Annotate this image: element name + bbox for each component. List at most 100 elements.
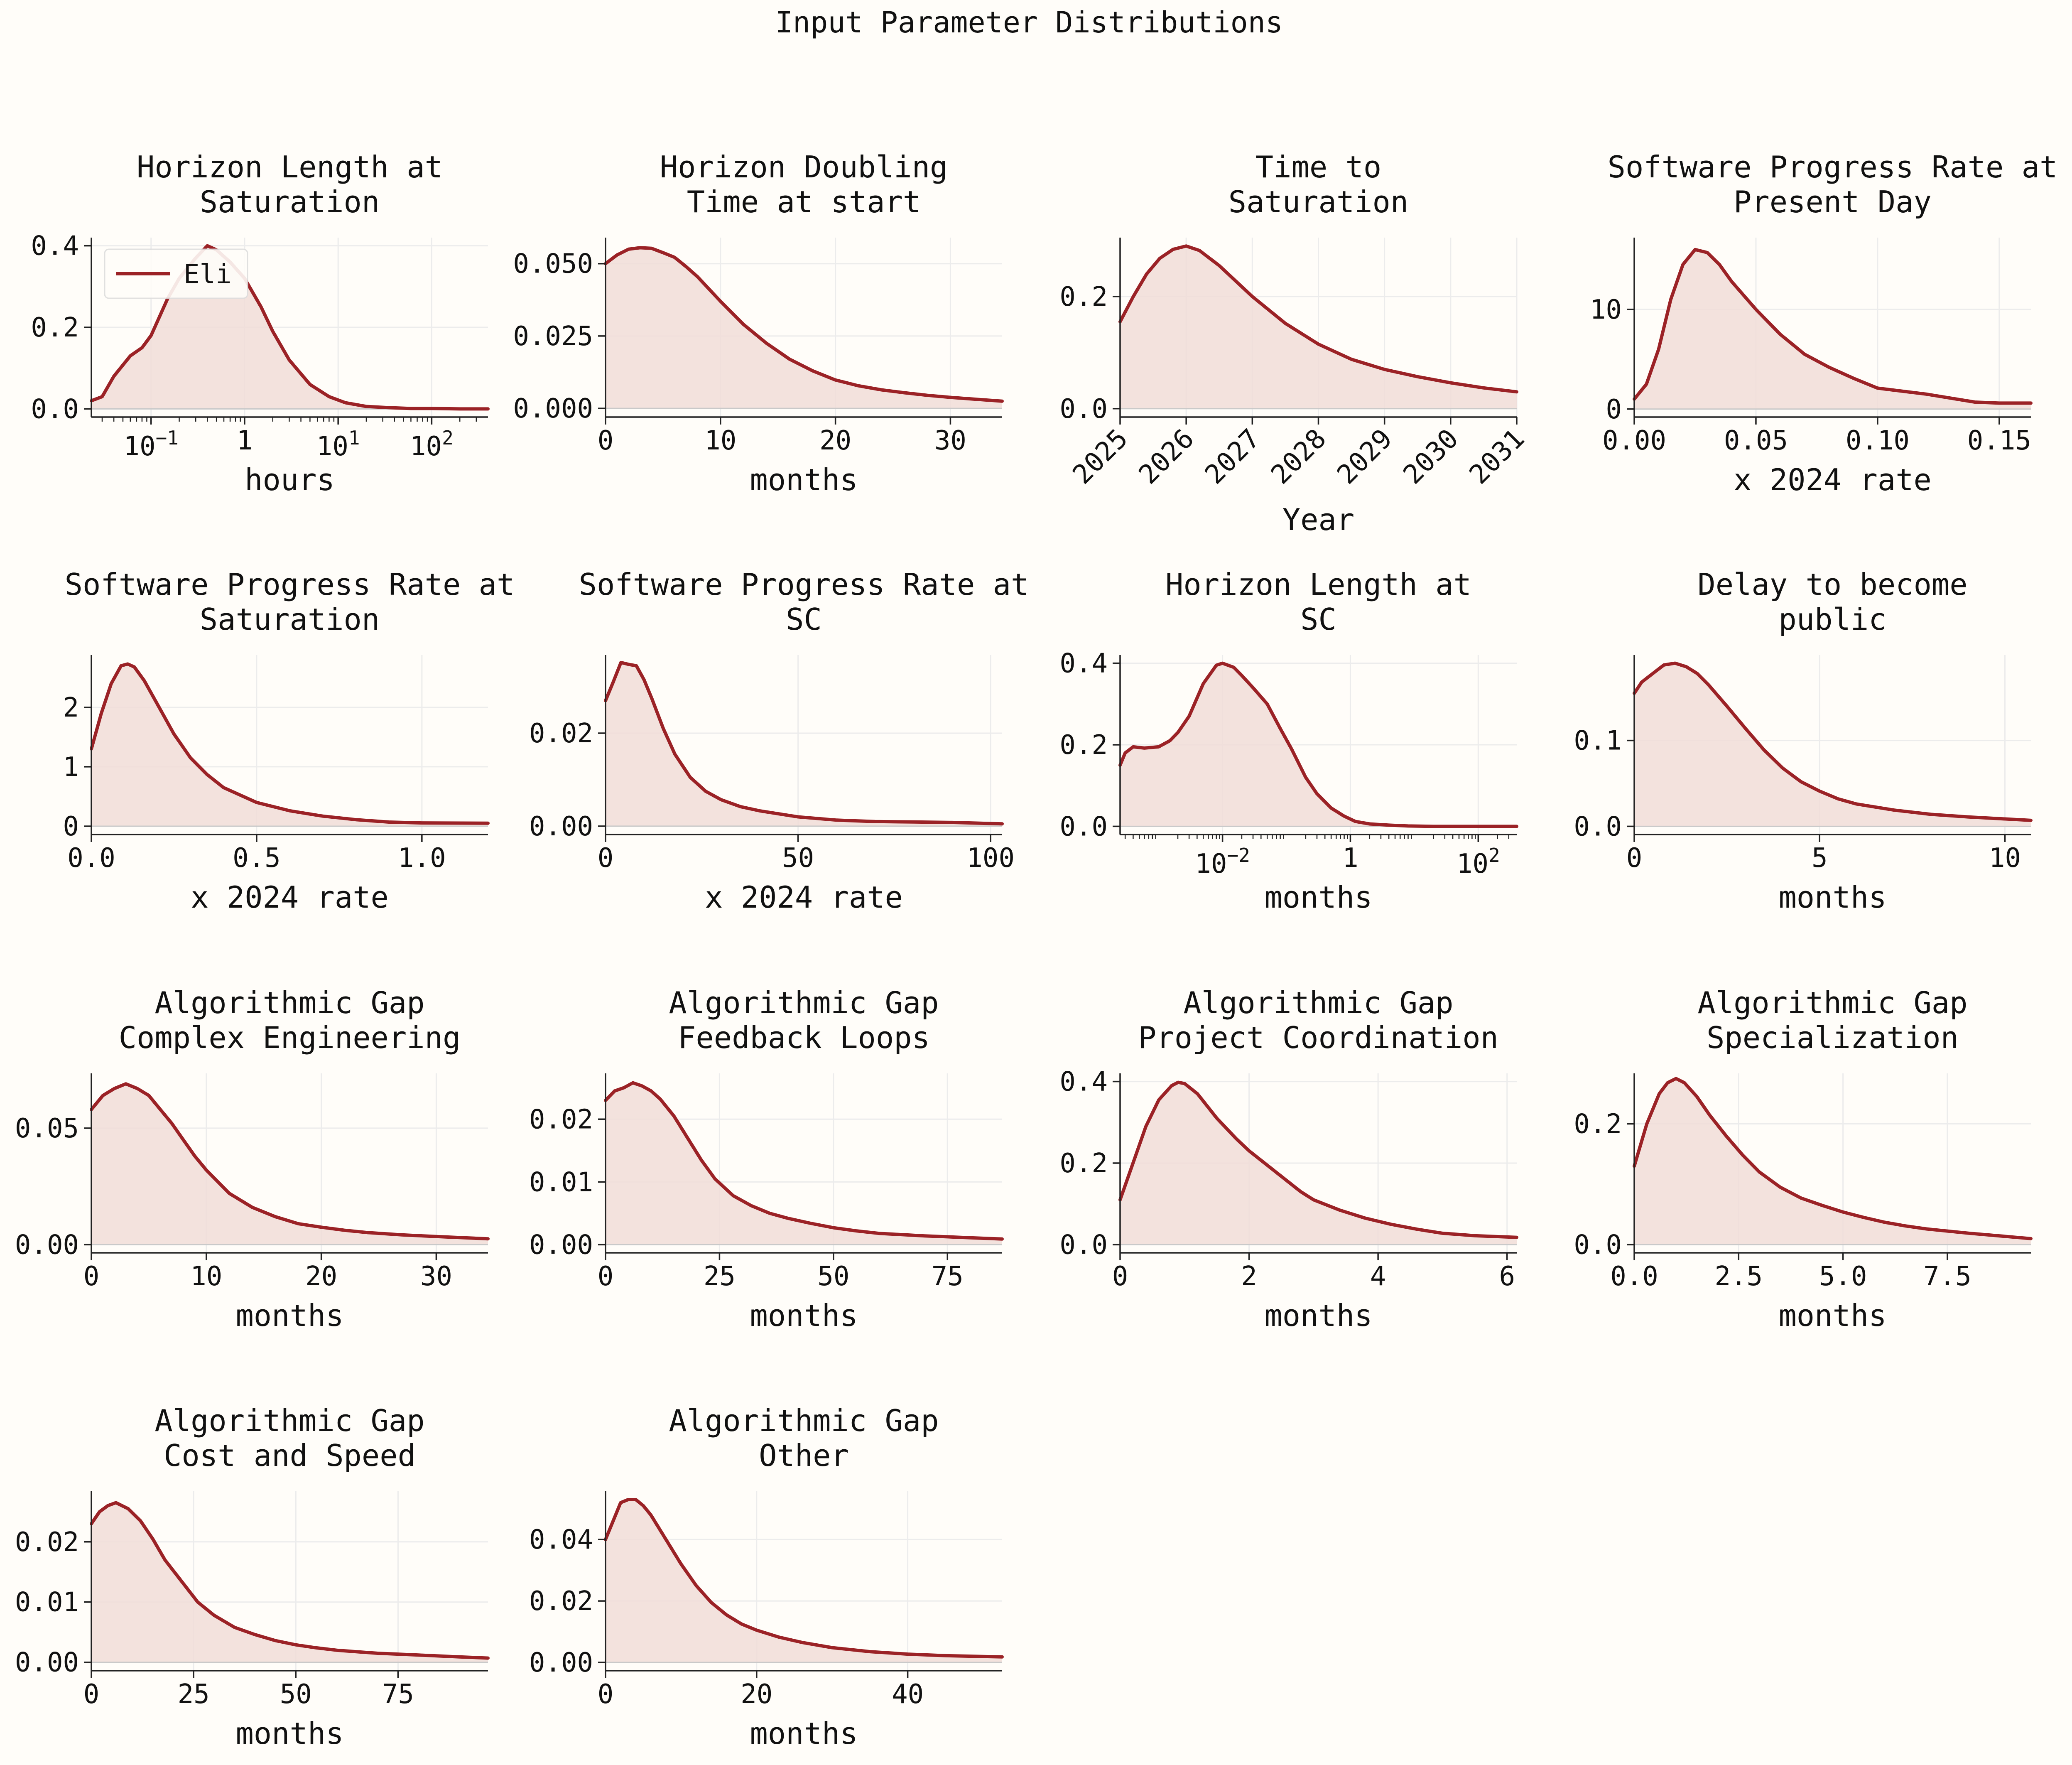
x-tick-label: 75 [932,1261,964,1292]
x-tick-label: 1 [237,425,253,456]
subplot-title: Horizon Length at [137,150,443,184]
figure-title: Input Parameter Distributions [775,5,1283,39]
x-tick-label: 0 [83,1679,100,1710]
y-tick-label: 0.02 [529,1104,593,1135]
x-axis-label: months [750,1298,858,1333]
subplot-title: Saturation [200,184,380,219]
x-axis-label: months [1778,1298,1886,1333]
x-tick-label: 10−1 [124,427,179,462]
legend-label: Eli [184,259,232,290]
y-tick-label: 0.2 [1059,1148,1108,1179]
y-tick-label: 0.4 [1059,648,1108,679]
y-tick-label: 0.1 [1574,726,1622,756]
x-tick-label: 0.00 [1602,425,1666,456]
x-axis-label: Year [1282,502,1354,537]
density-fill [91,664,488,826]
subplot-title: Algorithmic Gap [154,1403,424,1438]
subplot-title: Cost and Speed [164,1438,416,1473]
y-tick-label: 0.0 [1059,811,1108,842]
x-tick-label: 50 [280,1679,312,1710]
x-tick-label: 30 [934,425,966,456]
x-tick-label: 4 [1370,1261,1386,1292]
density-fill [1634,249,2031,409]
y-tick-label: 10 [1590,295,1622,325]
x-tick-label: 20 [819,425,851,456]
x-axis-label: months [750,462,858,497]
y-tick-label: 0.025 [513,321,593,352]
x-axis-label: x 2024 rate [191,880,389,915]
density-line-eli [1118,1080,1518,1239]
x-tick-label: 102 [410,427,454,462]
density-line-eli [1633,1077,2033,1240]
density-line-eli [604,1498,1004,1659]
x-tick-label: 40 [892,1679,924,1710]
y-tick-label: 0.2 [1059,282,1108,312]
x-tick-label: 10 [704,425,736,456]
density-fill [606,248,1002,409]
density-fill [1120,246,1517,409]
x-tick-label: 0 [1112,1261,1128,1292]
x-tick-label: 0.10 [1846,425,1910,456]
density-fill [91,1502,488,1662]
x-axis-label: x 2024 rate [705,880,903,915]
subplot-title: Complex Engineering [119,1020,461,1055]
x-tick-label: 0 [598,1261,614,1292]
x-axis-label: months [235,1716,343,1751]
subplot-title: Time to [1255,150,1381,184]
subplot-title: Saturation [1228,184,1408,219]
density-fill [91,1084,488,1245]
subplot-title: Feedback Loops [678,1020,930,1055]
density-line-eli [1118,661,1518,828]
y-tick-label: 0.050 [513,249,593,280]
y-tick-label: 0.0 [31,394,79,425]
x-axis-label: months [1264,1298,1372,1333]
density-fill [606,662,1002,826]
density-line-eli [90,1501,490,1660]
subplot-title: Other [759,1438,849,1473]
x-tick-label: 10 [190,1261,222,1292]
y-tick-label: 0.2 [1059,730,1108,761]
x-tick-label: 0.0 [1610,1261,1658,1292]
density-fill [606,1083,1002,1245]
subplot-title: Time at start [687,184,921,219]
y-tick-label: 0.02 [529,1586,593,1617]
y-tick-label: 0 [63,811,79,842]
x-tick-label: 2 [1241,1261,1257,1292]
density-fill [1120,663,1517,827]
y-tick-label: 0.01 [529,1167,593,1198]
x-tick-label: 50 [782,843,814,874]
y-tick-label: 0.4 [31,231,79,262]
subplot-title: Saturation [200,602,380,637]
subplot-title: Software Progress Rate at [579,567,1029,602]
x-tick-label: 0.5 [233,843,281,874]
x-tick-label: 10 [1989,843,2021,874]
y-tick-label: 0.2 [1574,1109,1622,1139]
x-tick-label: 7.5 [1923,1261,1971,1292]
density-line-eli [604,660,1004,826]
subplot-title: Present Day [1734,184,1932,219]
x-axis-label: x 2024 rate [1734,462,1932,497]
x-axis-label: hours [245,462,335,497]
subplot-2: 0 10 20 30 0.000 0.025 0.050 Horizon DoublingTi… [513,150,1004,497]
subplot-title: Horizon Doubling [660,150,948,184]
density-fill [1634,1078,2031,1245]
x-axis-label: months [1778,880,1886,915]
subplot-title: Algorithmic Gap [1183,985,1453,1020]
x-axis-label: months [1264,880,1372,915]
y-tick-label: 0.0 [1059,1230,1108,1260]
subplot-title: SC [786,602,822,637]
subplot-6: 0 50 100 0.00 0.02 Software Progress Rate atS… [529,567,1029,915]
density-line-eli [1118,244,1518,394]
y-tick-label: 1 [63,752,79,783]
subplot-title: Software Progress Rate at [65,567,515,602]
y-tick-label: 0 [1606,394,1622,425]
x-tick-label: 75 [382,1679,414,1710]
x-tick-label: 30 [420,1261,452,1292]
density-line-eli [604,246,1004,403]
